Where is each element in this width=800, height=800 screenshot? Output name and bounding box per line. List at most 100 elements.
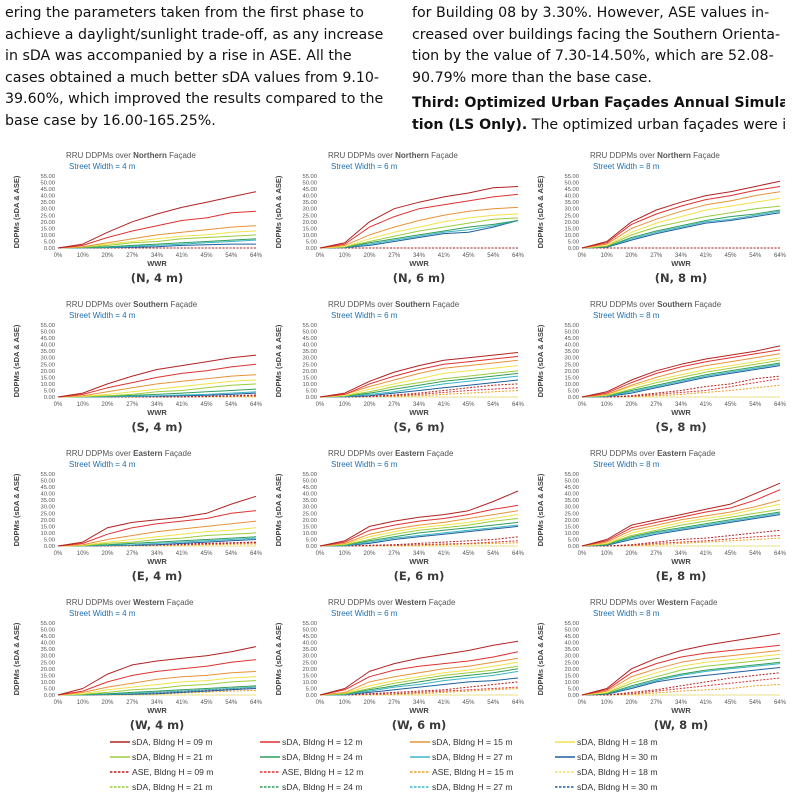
y-tick-label: 0.00 [306,246,317,252]
y-tick-label: 35.00 [564,200,579,206]
x-tick-label: 0% [54,700,63,706]
y-tick-label: 45.00 [40,336,55,342]
x-axis-label: WWR [671,408,691,417]
legend-swatch-icon [260,786,280,788]
y-tick-label: 20.00 [40,518,55,524]
street-width-label: Street Width = 6 m [331,162,398,171]
legend-label: sDA, Bldng H = 30 m [577,782,658,792]
chart-title: RRU DDPMs over Western Façade [66,598,194,607]
y-tick-label: 0.00 [568,693,579,699]
series-line [319,670,519,696]
y-tick-label: 15.00 [302,375,317,381]
x-tick-label: 54% [487,402,500,408]
y-tick-label: 20.00 [302,667,317,673]
legend-label: ASE, Bldng H = 15 m [432,767,514,777]
y-axis-label: DDPMs (sDA & ASE) [12,175,21,248]
series-line [581,359,781,398]
chart-caption: (N, 8 m) [654,271,708,285]
x-tick-label: 64% [512,551,525,557]
text-line: in sDA was accompanied by a rise in ASE.… [5,48,352,64]
y-tick-label: 45.00 [564,336,579,342]
x-tick-label: 54% [225,551,238,557]
x-tick-label: 10% [339,700,352,706]
legend-swatch-icon [260,771,280,773]
chart-title: RRU DDPMs over Eastern Façade [590,449,716,458]
series-line [319,665,519,696]
chart-svg: RRU DDPMs over Western Façade Street Widt… [274,598,525,715]
y-tick-label: 10.00 [40,531,55,537]
y-tick-label: 45.00 [302,634,317,640]
y-tick-label: 35.00 [302,200,317,206]
y-tick-label: 55.00 [302,174,317,180]
text-line: 90.79% more than the base case. [412,69,652,86]
section-heading-cont: tion (LS Only). [412,116,528,133]
y-tick-label: 30.00 [302,207,317,213]
series-line [57,510,257,547]
x-tick-label: 10% [77,700,90,706]
y-tick-label: 30.00 [40,356,55,362]
y-tick-label: 30.00 [564,207,579,213]
y-tick-label: 0.00 [44,395,55,401]
series-line [319,640,519,696]
street-width-label: Street Width = 4 m [69,162,136,171]
y-tick-label: 45.00 [302,187,317,193]
chart-eastern-4m: RRU DDPMs over Eastern Façade Street Widt… [8,446,264,566]
y-tick-label: 55.00 [40,174,55,180]
y-tick-label: 10.00 [564,233,579,239]
y-tick-label: 35.00 [302,498,317,504]
text-line: 39.60%, which improved the results compa… [5,91,384,107]
legend-swatch-icon [110,786,130,788]
series-line [57,495,257,547]
series-line [581,205,781,249]
x-tick-label: 64% [774,253,787,259]
y-tick-label: 45.00 [40,634,55,640]
series-line [319,657,519,696]
x-tick-label: 54% [749,551,762,557]
y-tick-label: 30.00 [564,654,579,660]
x-tick-label: 45% [200,253,213,259]
x-tick-label: 20% [625,253,638,259]
y-tick-label: 40.00 [564,641,579,647]
series-line [319,220,519,249]
series-line [57,238,257,249]
y-tick-label: 25.00 [302,213,317,219]
x-tick-label: 45% [462,551,475,557]
x-tick-label: 0% [316,402,325,408]
legend-label: sDA, Bldng H = 24 m [282,752,363,762]
series-line [57,363,257,398]
x-tick-label: 27% [650,551,663,557]
y-tick-label: 0.00 [44,544,55,550]
legend-label: sDA, Bldng H = 30 m [577,752,658,762]
legend-swatch-icon [110,741,130,743]
y-tick-label: 40.00 [302,641,317,647]
x-tick-label: 27% [126,551,139,557]
x-tick-label: 54% [749,700,762,706]
y-axis-label: DDPMs (sDA & ASE) [12,622,21,695]
legend-label: sDA, Bldng H = 21 m [132,752,213,762]
chart-caption: (E, 4 m) [131,569,183,583]
y-tick-label: 10.00 [40,233,55,239]
y-tick-label: 30.00 [40,654,55,660]
x-tick-label: 10% [601,551,614,557]
legend-swatch-icon [260,741,280,743]
series-line [320,681,519,696]
series-line [319,220,519,249]
x-tick-label: 10% [601,700,614,706]
y-tick-label: 35.00 [40,498,55,504]
series-line [319,359,519,398]
y-tick-label: 20.00 [564,369,579,375]
y-tick-label: 40.00 [302,194,317,200]
y-axis-label: DDPMs (sDA & ASE) [536,473,545,546]
chart-svg: RRU DDPMs over Northern Façade Street Wid… [536,151,787,268]
legend-label: sDA, Bldng H = 18 m [577,737,658,747]
series-line [582,529,781,547]
x-tick-label: 34% [413,700,426,706]
x-tick-label: 20% [625,402,638,408]
x-tick-label: 64% [774,551,787,557]
y-tick-label: 25.00 [302,511,317,517]
legend-swatch-icon [555,756,575,758]
y-tick-label: 10.00 [40,680,55,686]
chart-southern-8m: RRU DDPMs over Southern Façade Street Wid… [532,297,788,417]
y-tick-label: 50.00 [302,479,317,485]
x-tick-label: 45% [724,253,737,259]
